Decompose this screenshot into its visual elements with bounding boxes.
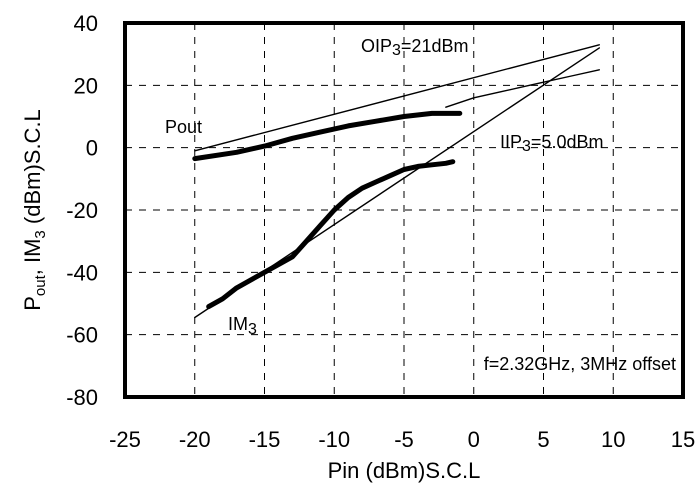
x-tick-label: 10 xyxy=(601,427,625,452)
y-axis-title: Pout, IM3 (dBm)S.C.L xyxy=(20,109,49,311)
annotation-oip3-sub: 3 xyxy=(392,42,401,59)
y-axis-title-sub2: 3 xyxy=(32,230,49,238)
y-tick-label: -80 xyxy=(66,385,98,410)
y-axis-title-mid: , IM xyxy=(20,239,45,276)
x-tick-label: -5 xyxy=(394,427,414,452)
x-tick-label: -25 xyxy=(109,427,141,452)
y-tick-labels: 40 20 0 -20 -40 -60 -80 xyxy=(66,11,98,410)
annotation-oip3-value: =21dBm xyxy=(401,36,469,56)
x-tick-label: -15 xyxy=(249,427,281,452)
x-tick-label: 15 xyxy=(671,427,695,452)
y-axis-title-p: P xyxy=(20,296,45,311)
plot-frame xyxy=(123,21,685,399)
series-pout xyxy=(192,110,463,162)
annotation-im3: IM3 xyxy=(228,314,257,338)
annotation-pout: Pout xyxy=(165,117,202,137)
x-tick-label: -10 xyxy=(318,427,350,452)
annotation-iip3-value: =5.0dBm xyxy=(531,132,604,152)
series-pout-extrapolated xyxy=(445,69,600,108)
annotation-im3-main: IM xyxy=(228,314,248,334)
x-tick-label: 5 xyxy=(537,427,549,452)
y-tick-label: -40 xyxy=(66,260,98,285)
x-axis-title: Pin (dBm)S.C.L xyxy=(328,458,481,483)
series-im3-line xyxy=(194,47,600,319)
annotation-iip3: IIP3=5.0dBm xyxy=(500,132,603,155)
y-tick-label: -60 xyxy=(66,323,98,348)
annotation-condition: f=2.32GHz, 3MHz offset xyxy=(484,354,676,374)
annotation-im3-sub: 3 xyxy=(248,321,257,338)
annotation-iip3-main: IIP xyxy=(500,132,522,152)
y-tick-label: 20 xyxy=(74,73,98,98)
annotation-oip3-main: OIP xyxy=(361,36,392,56)
x-tick-label: -20 xyxy=(179,427,211,452)
series-layer xyxy=(192,44,600,319)
y-tick-label: 40 xyxy=(74,11,98,36)
y-axis-title-sub1: out xyxy=(32,274,49,296)
y-tick-label: -20 xyxy=(66,198,98,223)
x-tick-labels: -25 -20 -15 -10 -5 0 5 10 15 xyxy=(109,427,695,452)
y-tick-label: 0 xyxy=(86,136,98,161)
y-axis-title-end: (dBm)S.C.L xyxy=(20,109,45,230)
x-tick-label: 0 xyxy=(468,427,480,452)
annotation-iip3-sub: 3 xyxy=(522,138,531,155)
series-pout-fund-line xyxy=(194,44,600,152)
annotation-oip3: OIP3=21dBm xyxy=(361,36,468,59)
